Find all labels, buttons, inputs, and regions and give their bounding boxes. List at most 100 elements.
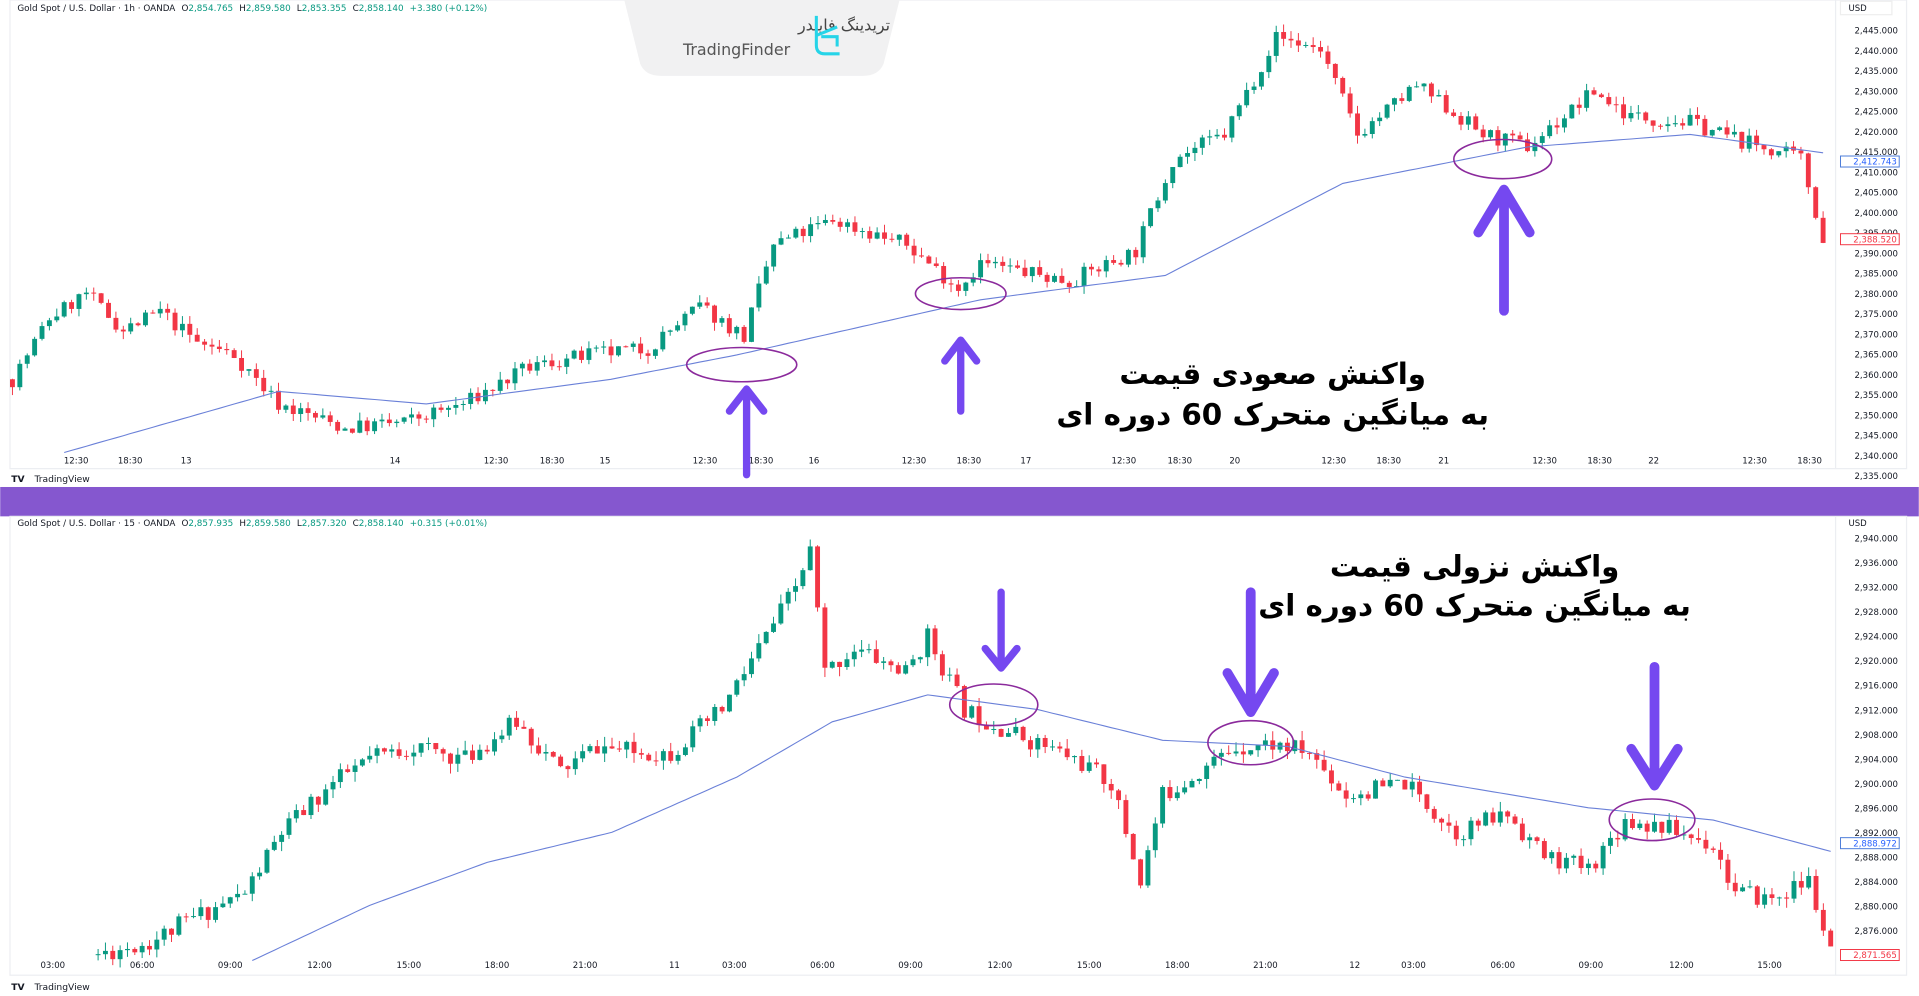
candle-body: [549, 360, 555, 367]
candle-body: [1725, 859, 1731, 883]
candle: [113, 311, 119, 333]
candle-body: [110, 950, 116, 960]
down-arrow-icon: [1222, 587, 1279, 718]
candle: [374, 744, 380, 764]
candle-body: [389, 749, 395, 752]
candle: [409, 407, 414, 424]
candle-body: [426, 743, 431, 745]
candle: [1160, 785, 1166, 828]
time-label: 13: [181, 457, 192, 467]
candle-body: [446, 407, 451, 410]
candle-body: [1769, 894, 1775, 898]
candle-body: [227, 897, 233, 904]
candle: [1643, 111, 1649, 124]
candle: [403, 750, 409, 761]
candle: [264, 848, 270, 874]
candle-body: [1044, 274, 1050, 282]
candle: [985, 253, 991, 268]
time-label: 12:30: [902, 457, 927, 467]
candle: [837, 217, 843, 232]
candle: [1167, 780, 1173, 802]
candle-body: [323, 789, 329, 805]
candle: [1519, 818, 1525, 843]
candle-body: [1050, 746, 1055, 748]
candle: [1211, 749, 1217, 769]
candle-body: [793, 586, 798, 592]
top-currency-badge[interactable]: [1839, 0, 1893, 16]
candle-body: [330, 782, 336, 790]
candle: [1066, 280, 1072, 293]
time-label: 12:00: [1669, 961, 1694, 971]
candle: [1306, 751, 1312, 760]
candle: [660, 748, 666, 770]
candle: [1377, 112, 1383, 127]
candle: [1606, 92, 1612, 107]
candle-body: [1130, 833, 1136, 860]
down-arrow-icon: [1626, 661, 1683, 791]
candle: [638, 337, 644, 360]
candle-body: [652, 349, 658, 356]
candle-body: [1236, 105, 1242, 117]
candle: [1174, 786, 1180, 801]
candle: [1321, 750, 1327, 772]
price-label: 2,425.000: [1854, 108, 1897, 118]
candle: [712, 304, 717, 331]
candle-body: [1718, 849, 1724, 860]
candle-body: [224, 349, 230, 351]
candle: [249, 872, 255, 902]
candle-body: [1762, 894, 1768, 905]
candle-body: [1329, 770, 1334, 784]
candle: [1015, 260, 1020, 269]
candle: [283, 404, 289, 413]
candle-body: [851, 651, 857, 660]
candle: [1465, 111, 1471, 130]
candle-body: [910, 659, 916, 666]
candle-body: [580, 751, 586, 759]
candle-body: [1189, 780, 1195, 788]
candle: [616, 740, 622, 753]
candle: [1813, 186, 1819, 220]
candle-body: [286, 818, 292, 835]
candle-body: [756, 643, 762, 659]
candle-body: [1148, 208, 1154, 227]
candle-body: [1336, 783, 1342, 791]
candle: [132, 947, 138, 956]
candle-body: [697, 302, 703, 307]
candle-body: [1347, 93, 1353, 114]
candle: [1608, 831, 1613, 854]
candle: [1702, 115, 1708, 138]
candle-body: [1013, 726, 1019, 734]
candle: [1222, 128, 1227, 141]
candle: [1584, 83, 1590, 112]
candle-body: [1005, 733, 1011, 737]
candle: [506, 714, 512, 740]
bottom-chart-panel[interactable]: 03:00 06:00 09:00 12:00 15:00 18:00 21:00 11 03:…: [9, 515, 1908, 976]
top-symbol-header: Gold Spot / U.S. Dollar · 1h · OANDA O2,8…: [17, 4, 487, 14]
candle-body: [1473, 116, 1479, 130]
candle-body: [734, 326, 740, 334]
candle-body: [438, 407, 444, 410]
candle: [1111, 255, 1117, 265]
candle: [224, 343, 230, 355]
candle: [349, 428, 355, 434]
candle-body: [1369, 121, 1375, 135]
candle-body: [616, 748, 622, 750]
candle: [1240, 742, 1246, 763]
candle: [279, 831, 285, 852]
candle: [519, 361, 525, 377]
candle: [1064, 739, 1070, 761]
candle: [947, 667, 953, 682]
candle: [117, 945, 123, 968]
candle-body: [874, 232, 880, 239]
candle: [1549, 850, 1555, 864]
candle: [1022, 259, 1028, 278]
candle-body: [882, 232, 887, 239]
candle: [1483, 810, 1489, 827]
candle-body: [484, 749, 490, 752]
candle: [800, 567, 806, 590]
candle-body: [345, 769, 351, 772]
top-price-labels: 2,445.000 2,440.000 2,435.000 2,430.000 2,42…: [1854, 27, 1897, 483]
candle-body: [1387, 779, 1393, 787]
candle-body: [381, 748, 387, 752]
candle-body: [961, 686, 967, 718]
